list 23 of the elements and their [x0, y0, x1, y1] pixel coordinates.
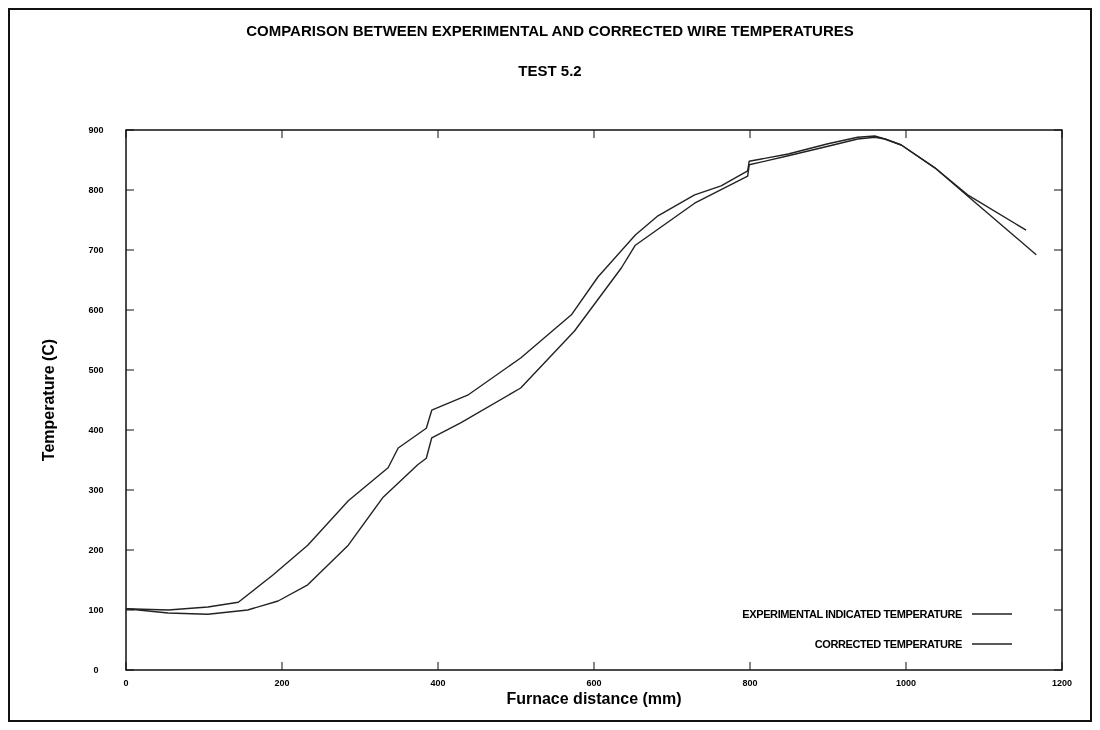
y-tick-label: 500 [88, 365, 104, 375]
x-tick-label: 1200 [1051, 678, 1073, 688]
x-axis-title: Furnace distance (mm) [506, 690, 682, 707]
chart-title: COMPARISON BETWEEN EXPERIMENTAL AND CORRECTED WIRE TEMPERATURES [246, 22, 854, 39]
y-tick-label: 300 [88, 485, 104, 495]
legend-label: EXPERIMENTAL INDICATED TEMPERATURE [742, 608, 963, 620]
x-tick-label: 800 [742, 678, 758, 688]
y-tick-label: 100 [88, 605, 104, 615]
y-tick-label: 200 [88, 545, 104, 555]
legend-label: CORRECTED TEMPERATURE [814, 638, 963, 650]
y-tick-label: 400 [88, 425, 104, 435]
x-tick-label: 600 [586, 678, 602, 688]
y-tick-label: 900 [88, 125, 104, 135]
y-tick-label: 600 [88, 305, 104, 315]
y-tick-label: 700 [88, 245, 104, 255]
x-tick-label: 1000 [895, 678, 917, 688]
y-tick-label: 800 [88, 185, 104, 195]
chart-subtitle: TEST 5.2 [518, 62, 582, 79]
y-axis-title: Temperature (C) [40, 338, 57, 462]
x-tick-label: 200 [274, 678, 290, 688]
x-tick-label: 400 [430, 678, 446, 688]
y-tick-label: 0 [93, 665, 99, 675]
x-tick-label: 0 [123, 678, 129, 688]
